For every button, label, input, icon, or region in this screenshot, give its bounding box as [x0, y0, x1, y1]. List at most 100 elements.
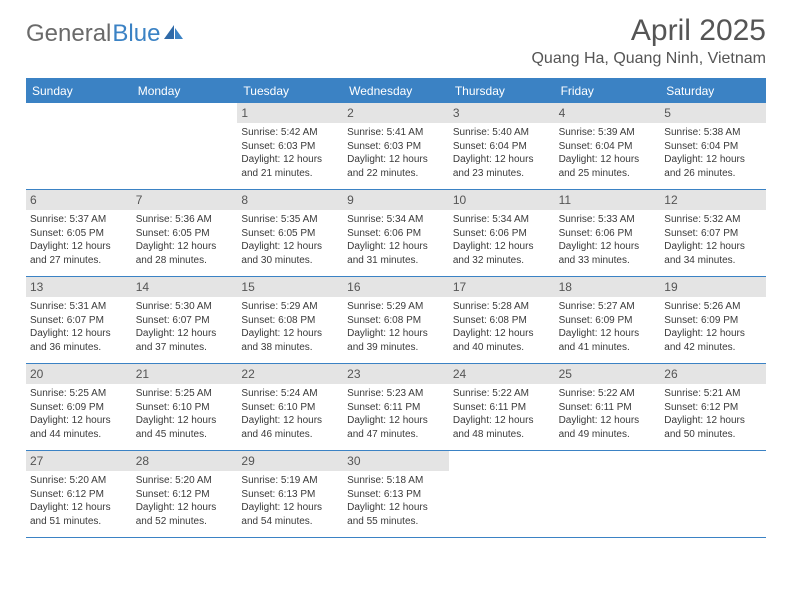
sunset-line: Sunset: 6:06 PM: [347, 227, 445, 241]
brand-name-blue: Blue: [112, 20, 160, 48]
title-block: April 2025 Quang Ha, Quang Ninh, Vietnam: [531, 14, 766, 68]
sunset-line: Sunset: 6:13 PM: [347, 488, 445, 502]
day-number: 1: [237, 103, 343, 123]
day-cell: 14Sunrise: 5:30 AMSunset: 6:07 PMDayligh…: [132, 277, 238, 363]
brand-sail-icon: [163, 23, 185, 41]
day-cell: 7Sunrise: 5:36 AMSunset: 6:05 PMDaylight…: [132, 190, 238, 276]
day-cell: 18Sunrise: 5:27 AMSunset: 6:09 PMDayligh…: [555, 277, 661, 363]
daylight-line: Daylight: 12 hours and 31 minutes.: [347, 240, 445, 267]
sunrise-line: Sunrise: 5:37 AM: [30, 213, 128, 227]
day-cell: 3Sunrise: 5:40 AMSunset: 6:04 PMDaylight…: [449, 103, 555, 189]
daylight-line: Daylight: 12 hours and 37 minutes.: [136, 327, 234, 354]
daylight-line: Daylight: 12 hours and 30 minutes.: [241, 240, 339, 267]
day-number: 30: [343, 451, 449, 471]
day-number: 11: [555, 190, 661, 210]
day-number: 20: [26, 364, 132, 384]
day-cell: 5Sunrise: 5:38 AMSunset: 6:04 PMDaylight…: [660, 103, 766, 189]
sunrise-line: Sunrise: 5:22 AM: [559, 387, 657, 401]
day-number: 21: [132, 364, 238, 384]
sunrise-line: Sunrise: 5:18 AM: [347, 474, 445, 488]
day-cell: 17Sunrise: 5:28 AMSunset: 6:08 PMDayligh…: [449, 277, 555, 363]
day-number: 2: [343, 103, 449, 123]
weekday-header: Saturday: [660, 80, 766, 103]
day-cell: 24Sunrise: 5:22 AMSunset: 6:11 PMDayligh…: [449, 364, 555, 450]
sunset-line: Sunset: 6:05 PM: [136, 227, 234, 241]
day-number: 25: [555, 364, 661, 384]
day-number: 16: [343, 277, 449, 297]
day-number: 18: [555, 277, 661, 297]
sunset-line: Sunset: 6:03 PM: [241, 140, 339, 154]
sunrise-line: Sunrise: 5:39 AM: [559, 126, 657, 140]
daylight-line: Daylight: 12 hours and 42 minutes.: [664, 327, 762, 354]
sunset-line: Sunset: 6:12 PM: [30, 488, 128, 502]
day-cell: 19Sunrise: 5:26 AMSunset: 6:09 PMDayligh…: [660, 277, 766, 363]
daylight-line: Daylight: 12 hours and 39 minutes.: [347, 327, 445, 354]
day-cell: 6Sunrise: 5:37 AMSunset: 6:05 PMDaylight…: [26, 190, 132, 276]
sunrise-line: Sunrise: 5:36 AM: [136, 213, 234, 227]
sunset-line: Sunset: 6:12 PM: [136, 488, 234, 502]
weekday-header: Friday: [555, 80, 661, 103]
day-cell: 20Sunrise: 5:25 AMSunset: 6:09 PMDayligh…: [26, 364, 132, 450]
day-number: 28: [132, 451, 238, 471]
sunrise-line: Sunrise: 5:32 AM: [664, 213, 762, 227]
week-row: 20Sunrise: 5:25 AMSunset: 6:09 PMDayligh…: [26, 364, 766, 451]
daylight-line: Daylight: 12 hours and 48 minutes.: [453, 414, 551, 441]
daylight-line: Daylight: 12 hours and 26 minutes.: [664, 153, 762, 180]
daylight-line: Daylight: 12 hours and 52 minutes.: [136, 501, 234, 528]
day-number: 24: [449, 364, 555, 384]
sunrise-line: Sunrise: 5:24 AM: [241, 387, 339, 401]
sunrise-line: Sunrise: 5:25 AM: [136, 387, 234, 401]
sunrise-line: Sunrise: 5:19 AM: [241, 474, 339, 488]
daylight-line: Daylight: 12 hours and 34 minutes.: [664, 240, 762, 267]
day-cell: 4Sunrise: 5:39 AMSunset: 6:04 PMDaylight…: [555, 103, 661, 189]
sunset-line: Sunset: 6:05 PM: [30, 227, 128, 241]
daylight-line: Daylight: 12 hours and 23 minutes.: [453, 153, 551, 180]
day-cell: 11Sunrise: 5:33 AMSunset: 6:06 PMDayligh…: [555, 190, 661, 276]
daylight-line: Daylight: 12 hours and 21 minutes.: [241, 153, 339, 180]
daylight-line: Daylight: 12 hours and 55 minutes.: [347, 501, 445, 528]
day-cell: 25Sunrise: 5:22 AMSunset: 6:11 PMDayligh…: [555, 364, 661, 450]
header: GeneralBlue April 2025 Quang Ha, Quang N…: [26, 14, 766, 68]
daylight-line: Daylight: 12 hours and 40 minutes.: [453, 327, 551, 354]
week-row: 1Sunrise: 5:42 AMSunset: 6:03 PMDaylight…: [26, 103, 766, 190]
day-number: 9: [343, 190, 449, 210]
day-number: 10: [449, 190, 555, 210]
day-number: 6: [26, 190, 132, 210]
day-cell: 27Sunrise: 5:20 AMSunset: 6:12 PMDayligh…: [26, 451, 132, 537]
sunrise-line: Sunrise: 5:21 AM: [664, 387, 762, 401]
weekday-header-row: SundayMondayTuesdayWednesdayThursdayFrid…: [26, 80, 766, 103]
sunset-line: Sunset: 6:10 PM: [136, 401, 234, 415]
sunset-line: Sunset: 6:12 PM: [664, 401, 762, 415]
sunrise-line: Sunrise: 5:23 AM: [347, 387, 445, 401]
sunset-line: Sunset: 6:08 PM: [347, 314, 445, 328]
sunset-line: Sunset: 6:05 PM: [241, 227, 339, 241]
daylight-line: Daylight: 12 hours and 54 minutes.: [241, 501, 339, 528]
sunrise-line: Sunrise: 5:25 AM: [30, 387, 128, 401]
sunset-line: Sunset: 6:04 PM: [559, 140, 657, 154]
calendar-page: GeneralBlue April 2025 Quang Ha, Quang N…: [0, 0, 792, 538]
day-cell: 2Sunrise: 5:41 AMSunset: 6:03 PMDaylight…: [343, 103, 449, 189]
day-cell: 13Sunrise: 5:31 AMSunset: 6:07 PMDayligh…: [26, 277, 132, 363]
daylight-line: Daylight: 12 hours and 44 minutes.: [30, 414, 128, 441]
day-cell: 22Sunrise: 5:24 AMSunset: 6:10 PMDayligh…: [237, 364, 343, 450]
day-number: 4: [555, 103, 661, 123]
sunset-line: Sunset: 6:10 PM: [241, 401, 339, 415]
daylight-line: Daylight: 12 hours and 46 minutes.: [241, 414, 339, 441]
day-number: 7: [132, 190, 238, 210]
day-cell: 23Sunrise: 5:23 AMSunset: 6:11 PMDayligh…: [343, 364, 449, 450]
sunset-line: Sunset: 6:11 PM: [453, 401, 551, 415]
empty-cell: [449, 451, 555, 537]
daylight-line: Daylight: 12 hours and 51 minutes.: [30, 501, 128, 528]
sunset-line: Sunset: 6:07 PM: [664, 227, 762, 241]
sunrise-line: Sunrise: 5:28 AM: [453, 300, 551, 314]
day-cell: 21Sunrise: 5:25 AMSunset: 6:10 PMDayligh…: [132, 364, 238, 450]
brand-logo: GeneralBlue: [26, 14, 185, 48]
empty-cell: [660, 451, 766, 537]
day-number: 13: [26, 277, 132, 297]
sunrise-line: Sunrise: 5:38 AM: [664, 126, 762, 140]
sunrise-line: Sunrise: 5:33 AM: [559, 213, 657, 227]
sunset-line: Sunset: 6:04 PM: [453, 140, 551, 154]
sunset-line: Sunset: 6:08 PM: [453, 314, 551, 328]
day-number: 12: [660, 190, 766, 210]
sunrise-line: Sunrise: 5:30 AM: [136, 300, 234, 314]
